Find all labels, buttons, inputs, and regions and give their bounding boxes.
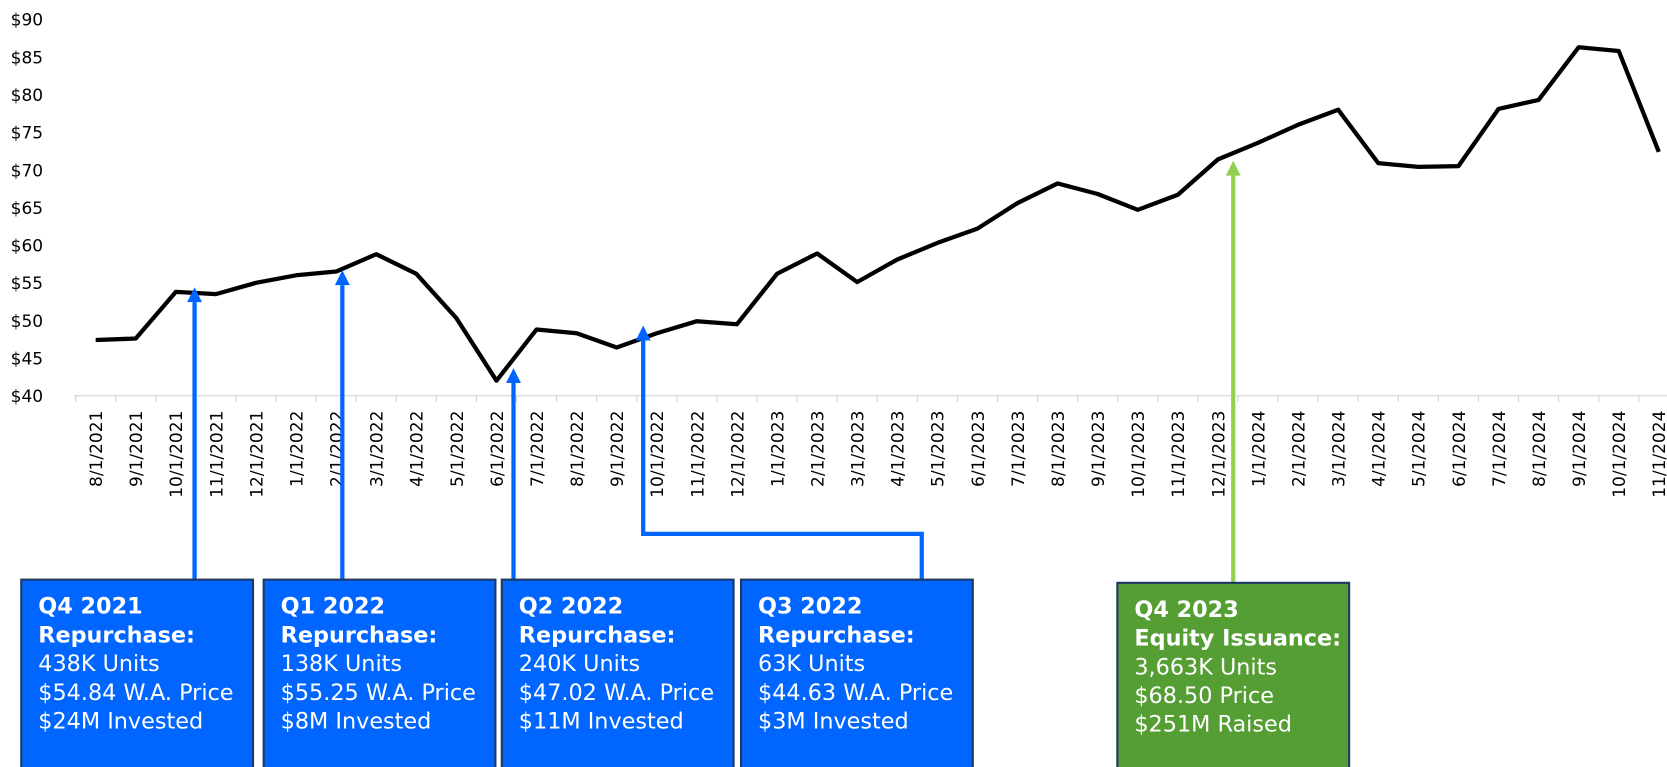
x-tick-label: 1/1/2023 [768,411,788,487]
y-tick-label: $80 [11,86,43,106]
x-tick-label: 5/1/2024 [1410,411,1430,487]
price-line [95,45,1661,383]
x-tick-label: 12/1/2022 [728,411,748,498]
x-tick-label: 10/1/2023 [1129,411,1149,498]
annotation-line: $44.63 W.A. Price [758,680,953,706]
y-tick-label: $90 [11,11,43,31]
annotation-line: 240K Units [519,651,640,677]
x-tick-label: 9/1/2021 [127,411,147,487]
y-tick-label: $55 [11,274,43,294]
x-tick-label: 7/1/2023 [1009,411,1029,487]
x-tick-label: 6/1/2023 [969,411,989,487]
annotation-line: $3M Invested [758,708,909,734]
x-tick-label: 2/1/2022 [328,411,348,487]
annotation-line: 3,663K Units [1134,654,1277,680]
x-tick-label: 11/1/2022 [688,411,708,498]
x-tick-label: 9/1/2022 [608,411,628,487]
arrow-head [334,270,350,286]
annotation-title: Q4 2021 [38,594,142,620]
annotation-subtitle: Repurchase: [758,622,915,648]
y-tick-label: $70 [11,161,43,181]
x-tick-label: 3/1/2023 [849,411,869,487]
arrow-head [635,325,651,341]
y-tick-label: $40 [11,387,43,407]
annotation-title: Q4 2023 [1134,597,1238,623]
annotation-line: $8M Invested [281,708,432,734]
annotation-line: $68.50 Price [1134,683,1274,709]
arrow-head [187,287,202,303]
annotation-subtitle: Repurchase: [519,622,676,648]
x-tick-label: 3/1/2024 [1330,411,1350,487]
x-tick-label: 9/1/2024 [1570,411,1590,487]
x-tick-label: 9/1/2023 [1089,411,1109,487]
y-tick-label: $85 [11,48,43,68]
x-tick-label: 11/1/2024 [1650,411,1667,498]
x-tick-label: 1/1/2022 [287,411,307,487]
y-tick-label: $75 [11,124,43,144]
x-tick-label: 12/1/2023 [1209,411,1229,498]
annotation-arrow [641,340,924,580]
x-tick-label: 12/1/2021 [247,411,267,498]
x-tick-label: 7/1/2024 [1490,411,1510,487]
annotation-title: Q3 2022 [758,594,862,620]
x-tick-label: 11/1/2023 [1169,411,1189,498]
x-tick-label: 2/1/2023 [809,411,829,487]
x-tick-label: 7/1/2022 [528,411,548,487]
annotation-line: 138K Units [281,651,402,677]
x-tick-label: 5/1/2022 [448,411,468,487]
x-tick-label: 8/1/2023 [1049,411,1069,487]
annotation-line: $251M Raised [1134,712,1292,738]
annotation-subtitle: Repurchase: [281,622,438,648]
x-tick-label: 10/1/2024 [1610,411,1630,498]
annotation-subtitle: Repurchase: [38,622,195,648]
annotation-line: $47.02 W.A. Price [519,680,714,706]
annotation-box: Q4 2023 Equity Issuance:3,663K Units $68.5… [1116,581,1351,767]
arrow-head [1225,160,1241,176]
annotation-bg [20,578,255,767]
annotation-line: $24M Invested [38,708,203,734]
arrow-head [506,368,521,383]
x-tick-label: 5/1/2023 [929,411,949,487]
x-tick-label: 2/1/2024 [1289,411,1309,487]
x-tick-label: 10/1/2021 [167,411,187,498]
x-tick-label: 8/1/2022 [568,411,588,487]
x-tick-label: 6/1/2024 [1450,411,1470,487]
x-tick-label: 8/1/2024 [1530,411,1550,487]
annotation-line: $54.84 W.A. Price [38,680,233,706]
annotation-bg [500,578,735,767]
y-tick-label: $60 [11,237,43,257]
y-tick-label: $45 [11,349,43,369]
annotation-line: 63K Units [758,651,865,677]
annotation-title: Q1 2022 [281,594,385,620]
x-tick-label: 11/1/2021 [207,411,227,498]
y-tick-label: $65 [11,199,43,219]
x-tick-label: 8/1/2021 [87,411,107,487]
annotation-line: $55.25 W.A. Price [281,680,476,706]
x-tick-label: 10/1/2022 [648,411,668,498]
x-tick-label: 6/1/2022 [488,411,508,487]
x-tick-label: 1/1/2024 [1249,411,1269,487]
annotation-subtitle: Equity Issuance: [1134,626,1341,652]
annotation-line: $11M Invested [519,708,684,734]
x-tick-label: 4/1/2022 [408,411,428,487]
x-tick-label: 4/1/2024 [1370,411,1390,487]
y-tick-label: $50 [11,312,43,332]
annotation-bg [739,578,974,767]
annotation-bg [1116,581,1351,767]
annotation-bg [262,578,497,767]
x-tick-label: 4/1/2023 [889,411,909,487]
annotation-line: 438K Units [38,651,159,677]
annotation-title: Q2 2022 [519,594,623,620]
x-tick-label: 3/1/2022 [368,411,388,487]
